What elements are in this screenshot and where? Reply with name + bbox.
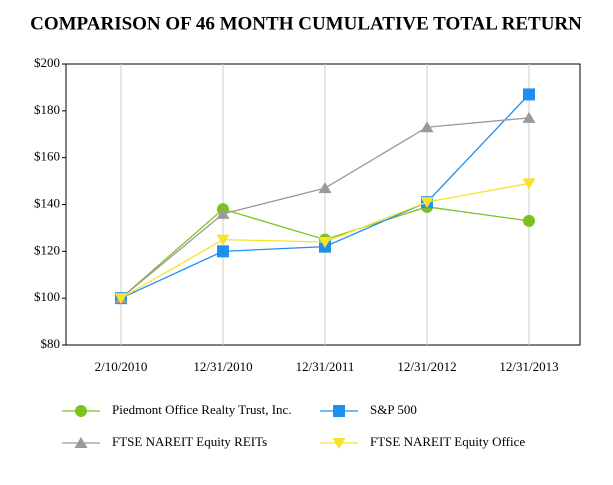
x-tick-label: 12/31/2011 xyxy=(296,359,355,374)
y-tick-label: $160 xyxy=(34,149,60,164)
data-point xyxy=(523,88,535,101)
data-point xyxy=(522,178,536,190)
legend-label: FTSE NAREIT Equity Office xyxy=(370,434,525,449)
legend-label: Piedmont Office Realty Trust, Inc. xyxy=(112,402,292,417)
x-tick-label: 12/31/2010 xyxy=(193,359,252,374)
x-tick-label: 12/31/2012 xyxy=(397,359,456,374)
y-tick-label: $120 xyxy=(34,242,60,257)
y-tick-label: $200 xyxy=(34,55,60,70)
legend-label: S&P 500 xyxy=(370,402,417,417)
data-point xyxy=(522,111,536,123)
chart-title: COMPARISON OF 46 MONTH CUMULATIVE TOTAL … xyxy=(30,13,582,34)
y-tick-label: $80 xyxy=(41,336,61,351)
legend-marker xyxy=(332,438,346,449)
data-point xyxy=(216,207,230,219)
plot-frame xyxy=(65,63,581,346)
data-point xyxy=(318,182,332,194)
legend-marker xyxy=(75,405,87,417)
data-point xyxy=(523,214,535,227)
legend-marker xyxy=(333,405,345,417)
data-point xyxy=(216,234,230,246)
legend-label: FTSE NAREIT Equity REITs xyxy=(112,434,267,449)
legend-marker xyxy=(74,437,88,448)
y-tick-label: $100 xyxy=(34,289,60,304)
x-tick-label: 2/10/2010 xyxy=(95,359,148,374)
y-tick-label: $140 xyxy=(34,195,60,210)
data-point xyxy=(420,121,434,133)
x-tick-label: 12/31/2013 xyxy=(499,359,558,374)
data-point xyxy=(318,236,332,248)
data-point xyxy=(420,197,434,209)
data-point xyxy=(114,293,128,305)
y-tick-label: $180 xyxy=(34,102,60,117)
data-point xyxy=(217,245,229,258)
